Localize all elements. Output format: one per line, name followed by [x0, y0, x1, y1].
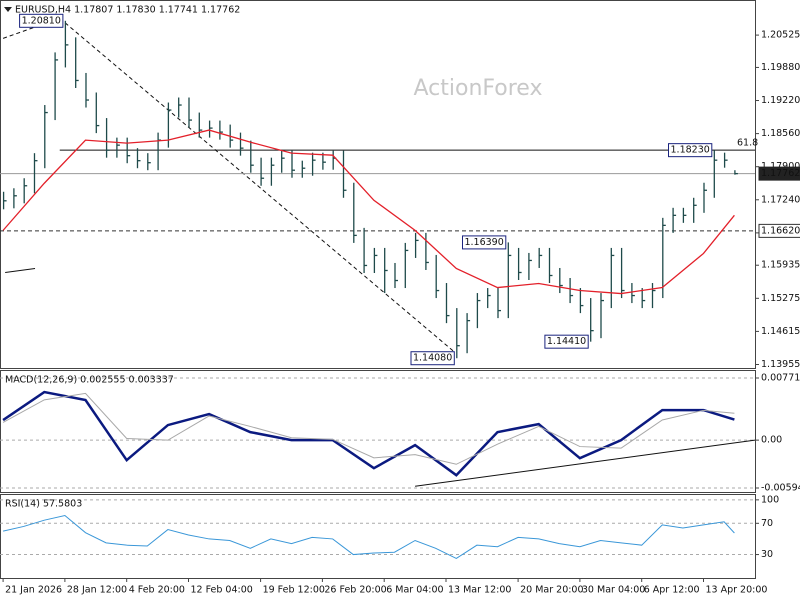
y-tick-label: 100 [761, 494, 779, 505]
y-tick-label: 1.19880 [761, 62, 800, 73]
y-tick-label: 30 [761, 549, 773, 560]
label-box [544, 334, 589, 349]
label-box [461, 235, 507, 250]
series-line [2, 129, 735, 295]
x-tick-label: 20 Mar 20:00 [520, 585, 583, 596]
y-tick-label: 1.14615 [761, 326, 800, 337]
label-box [410, 351, 455, 366]
label-box [758, 223, 800, 238]
price-annotation: 1.20810 [22, 15, 61, 26]
series-line [2, 390, 735, 477]
y-tick-label: 1.18560 [761, 128, 800, 139]
price-annotation: 1.18230 [671, 145, 710, 156]
y-tick-label: 1.15275 [761, 293, 800, 304]
line-label: 61.8 [737, 138, 758, 149]
level-label: 1.16620 [761, 225, 800, 236]
series-line [2, 514, 735, 560]
panel-title: RSI(14) 57.5803 [5, 499, 82, 510]
label-box [758, 166, 800, 181]
y-tick-label: 70 [761, 518, 773, 529]
x-tick-label: 13 Apr 20:00 [705, 585, 767, 596]
x-tick-label: 26 Feb 20:00 [324, 585, 386, 596]
label-box [19, 13, 64, 28]
trend-line [415, 439, 756, 487]
panel-frame [0, 0, 756, 369]
x-tick-label: 12 Feb 04:00 [190, 585, 252, 596]
price-annotation: 1.14080 [413, 353, 452, 364]
x-tick-label: 19 Feb 12:00 [263, 585, 325, 596]
x-tick-label: 13 Mar 12:00 [448, 585, 511, 596]
y-tick-label: 1.13955 [761, 359, 800, 370]
panel-frame [0, 370, 756, 493]
x-tick-label: 6 Mar 04:00 [386, 585, 443, 596]
y-tick-label: 0.00 [761, 435, 782, 446]
chart-header: EURUSD,H4 1.17807 1.17830 1.17741 1.1776… [15, 5, 240, 16]
x-tick-label: 21 Jan 2026 [5, 585, 62, 596]
x-tick-label: 28 Jan 12:00 [67, 585, 127, 596]
price-annotation: 1.14410 [547, 336, 586, 347]
x-tick-label: 30 Mar 04:00 [582, 585, 645, 596]
trend-line [59, 17, 456, 354]
watermark: ActionForex [414, 76, 543, 101]
y-tick-label: 1.19220 [761, 95, 800, 106]
y-tick-label: 0.007712 [761, 373, 800, 384]
x-tick-label: 6 Apr 12:00 [644, 585, 700, 596]
y-tick-label: -0.005944 [761, 482, 800, 493]
y-tick-label: 1.15935 [761, 260, 800, 271]
panel-frame [0, 494, 756, 579]
label-box [668, 143, 713, 158]
header-marker [4, 7, 12, 12]
panel-title: MACD(12,26,9) 0.002555 0.003337 [5, 375, 174, 386]
trend-line [5, 267, 36, 273]
current-price-label: 1.17762 [761, 168, 800, 179]
series-line [2, 392, 735, 465]
x-tick-label: 4 Feb 20:00 [129, 585, 185, 596]
y-tick-label: 1.20525 [761, 30, 800, 41]
y-tick-label: 1.17240 [761, 194, 800, 205]
price-annotation: 1.16390 [464, 237, 503, 248]
